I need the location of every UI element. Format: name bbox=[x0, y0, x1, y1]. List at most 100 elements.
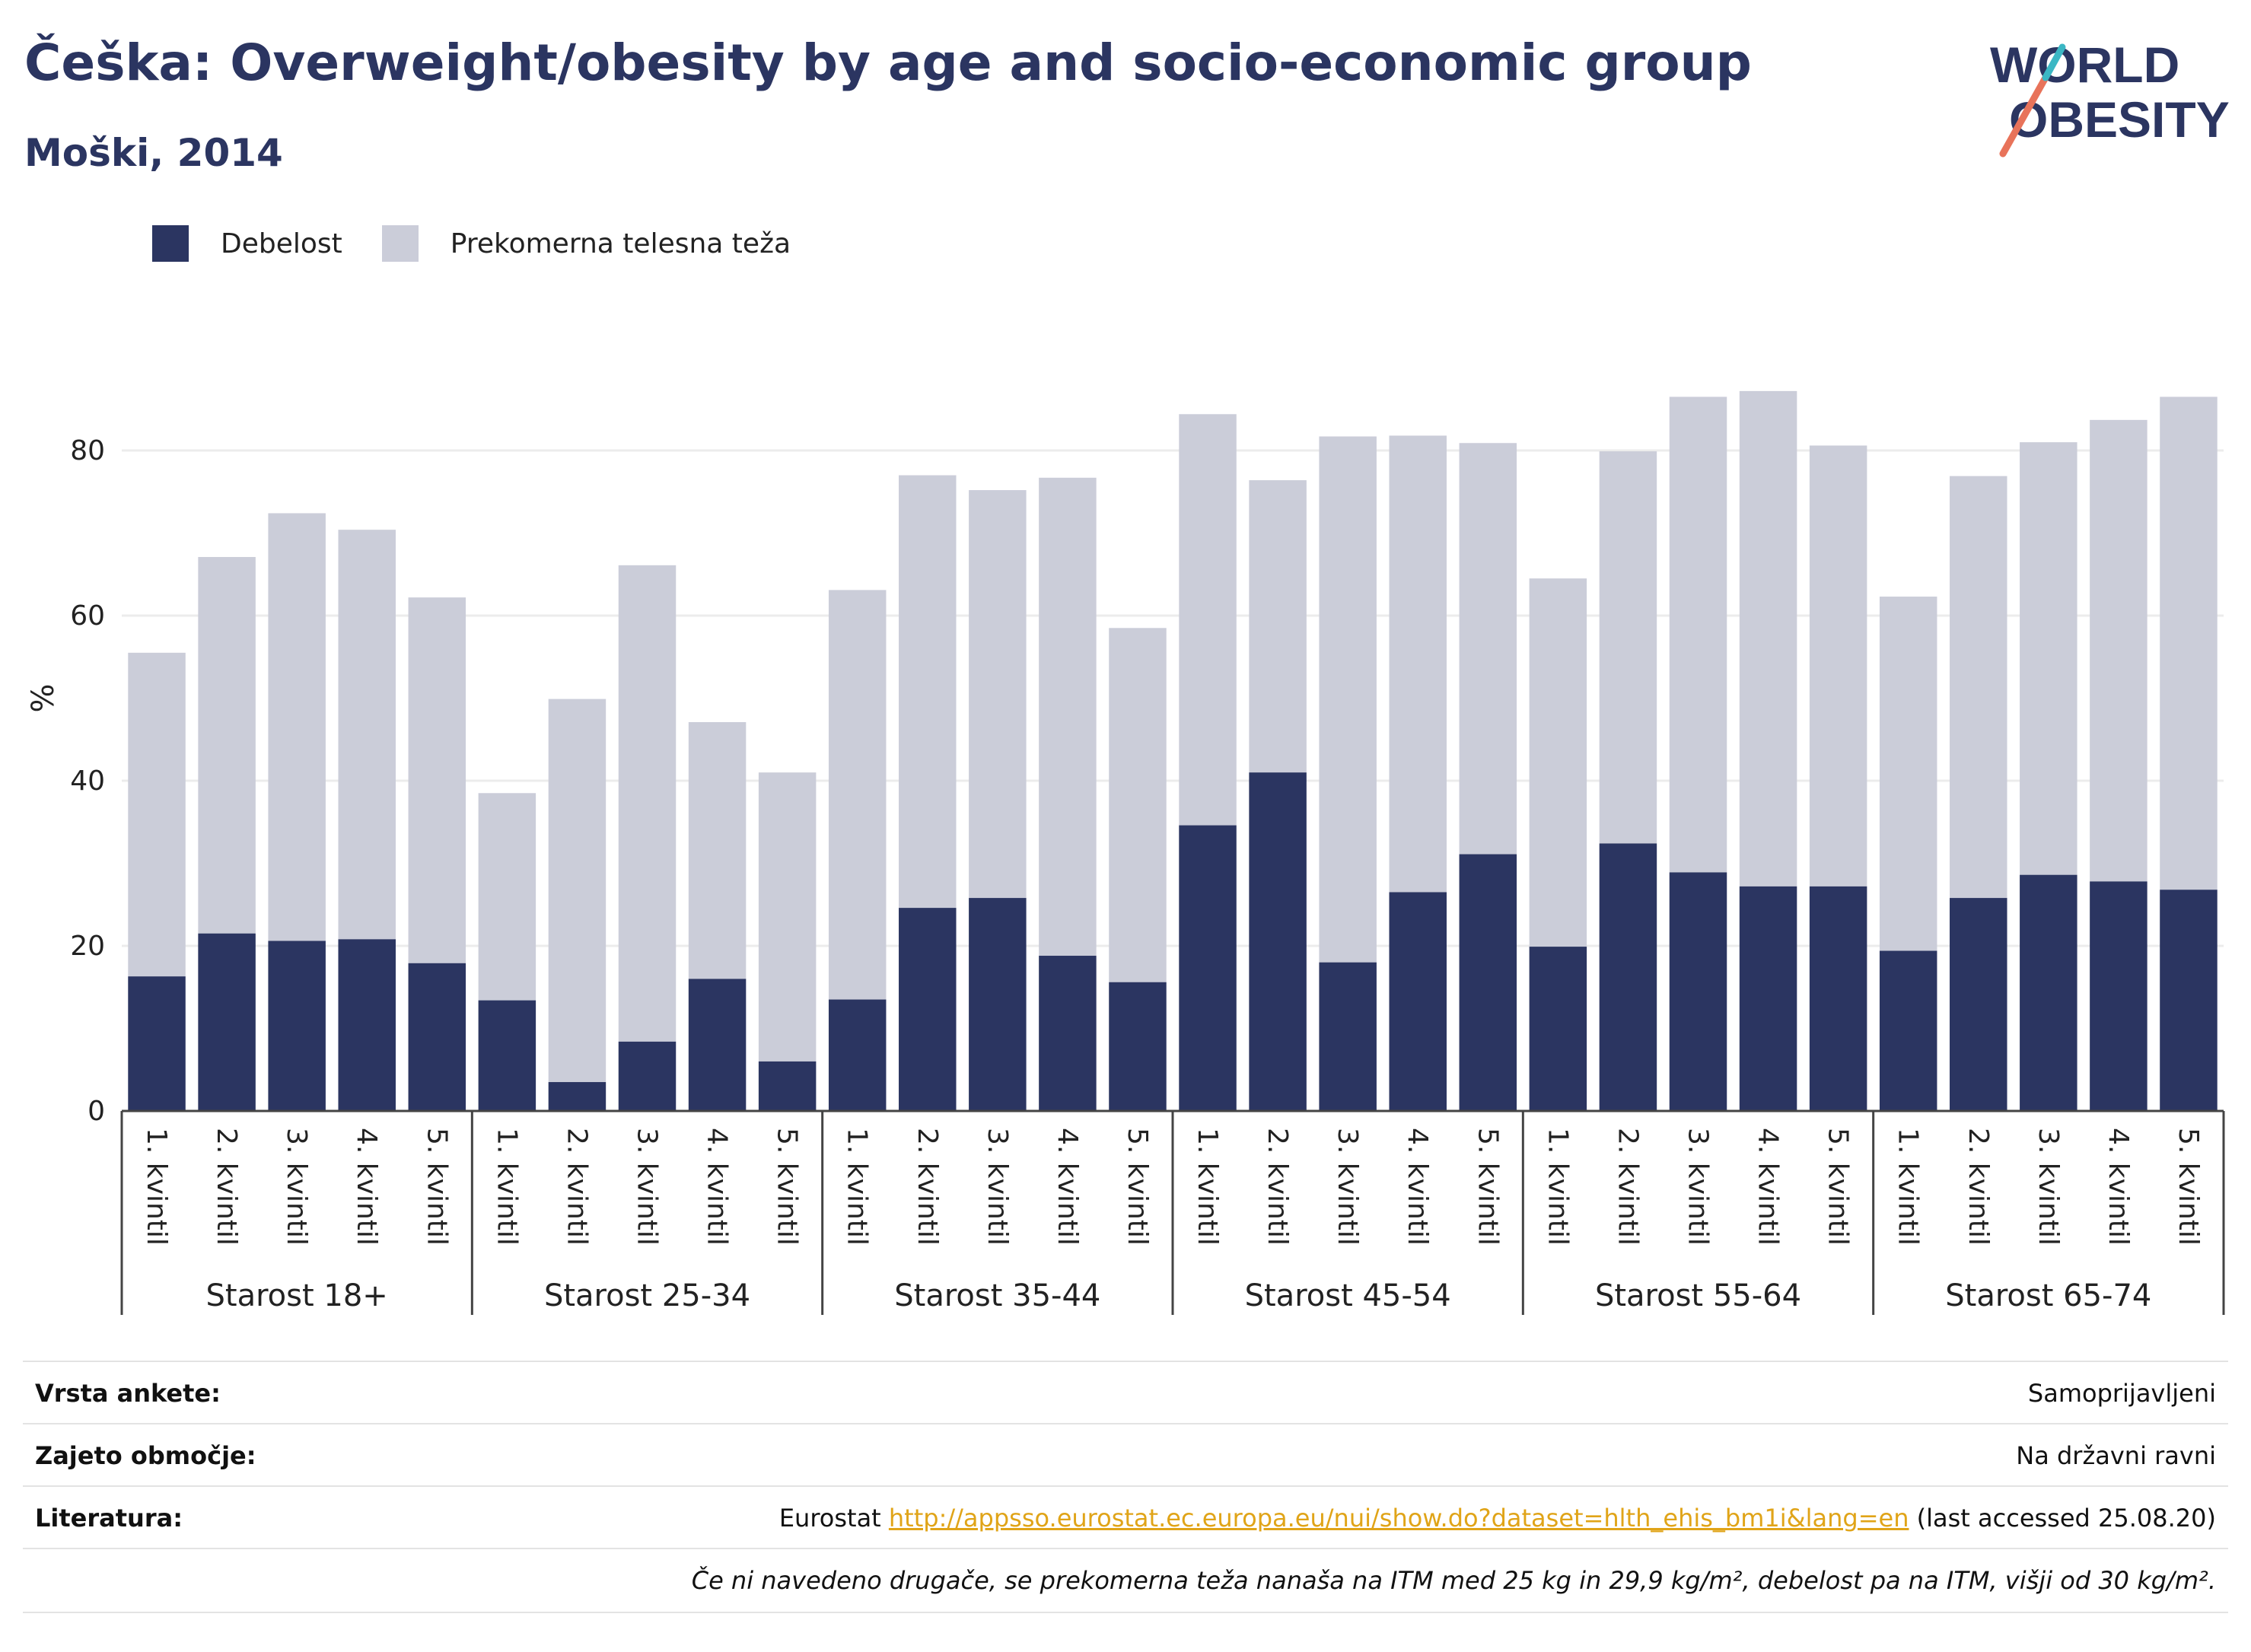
group-label: Starost 65-74 bbox=[1945, 1278, 2151, 1313]
bar-overweight bbox=[1179, 414, 1237, 826]
bar-overweight bbox=[1950, 476, 2007, 899]
bar-chart: 0 20 40 60 80% 1. kvintil 2. kvintil 3. kvintil… bbox=[26, 390, 2225, 1315]
legend-label-overweight: Prekomerna telesna teža bbox=[450, 228, 791, 259]
bar-overweight bbox=[1249, 480, 1307, 773]
bar-overweight bbox=[1809, 445, 1867, 886]
bar-overweight bbox=[2020, 442, 2077, 875]
x-tick-label: 1. kvintil bbox=[491, 1128, 522, 1246]
y-tick-label: 80 bbox=[70, 435, 105, 466]
x-tick-label: 2. kvintil bbox=[1262, 1128, 1293, 1246]
meta-row-survey: Vrsta ankete: Samoprijavljeni bbox=[23, 1361, 2228, 1424]
group-label: Starost 18+ bbox=[206, 1278, 388, 1313]
references-label: Literatura: bbox=[35, 1504, 183, 1533]
bar-overweight bbox=[548, 699, 607, 1083]
x-tick-label: 3. kvintil bbox=[2033, 1128, 2064, 1246]
meta-row-note: Če ni navedeno drugače, se prekomerna te… bbox=[23, 1548, 2228, 1613]
x-tick-label: 1. kvintil bbox=[842, 1128, 873, 1246]
bar-obesity bbox=[1319, 962, 1377, 1111]
x-tick-label: 3. kvintil bbox=[281, 1128, 312, 1246]
bar-overweight bbox=[1039, 477, 1097, 957]
bar-overweight bbox=[688, 721, 747, 979]
y-tick-label: 0 bbox=[88, 1096, 105, 1127]
y-tick-label: 20 bbox=[70, 931, 105, 962]
x-tick-label: 5. kvintil bbox=[1472, 1128, 1503, 1246]
x-tick-label: 5. kvintil bbox=[421, 1128, 452, 1246]
bar-overweight bbox=[899, 475, 957, 909]
bar-overweight bbox=[2090, 419, 2148, 882]
x-tick-label: 1. kvintil bbox=[141, 1128, 172, 1246]
bar-overweight bbox=[969, 490, 1027, 899]
x-tick-label: 4. kvintil bbox=[1402, 1128, 1433, 1246]
bar-overweight bbox=[758, 772, 817, 1062]
legend-swatch-obesity bbox=[152, 225, 189, 262]
bar-obesity bbox=[1879, 950, 1937, 1111]
bar-obesity bbox=[1459, 854, 1517, 1111]
x-tick-label: 4. kvintil bbox=[1052, 1128, 1083, 1246]
coverage-value: Na državni ravni bbox=[2016, 1441, 2216, 1470]
svg-text:OBESITY: OBESITY bbox=[2009, 91, 2230, 148]
x-tick-label: 4. kvintil bbox=[1753, 1128, 1784, 1246]
bar-overweight bbox=[1599, 451, 1657, 844]
bar-obesity bbox=[899, 908, 957, 1111]
bar-obesity bbox=[1389, 892, 1447, 1111]
group-label: Starost 25-34 bbox=[544, 1278, 750, 1313]
bar-overweight bbox=[828, 590, 887, 1000]
bar-overweight bbox=[478, 793, 536, 1001]
x-tick-label: 4. kvintil bbox=[351, 1128, 382, 1246]
bar-overweight bbox=[1669, 396, 1727, 873]
svg-text:WORLD: WORLD bbox=[1990, 37, 2179, 93]
bar-obesity bbox=[2090, 881, 2148, 1111]
references-suffix: (last accessed 25.08.20) bbox=[1916, 1504, 2216, 1533]
bar-overweight bbox=[2160, 396, 2218, 890]
references-value: Eurostat http://appsso.eurostat.ec.europ… bbox=[779, 1504, 2228, 1533]
y-axis-label: % bbox=[26, 683, 61, 712]
bar-overweight bbox=[338, 530, 396, 940]
references-prefix: Eurostat bbox=[778, 1504, 881, 1533]
y-tick-label: 60 bbox=[70, 600, 105, 632]
legend-swatch-overweight bbox=[381, 225, 419, 262]
references-link[interactable]: http://appsso.eurostat.ec.europa.eu/nui/… bbox=[888, 1504, 1909, 1533]
bar-overweight bbox=[1739, 390, 1797, 886]
bar-obesity bbox=[618, 1041, 677, 1111]
bar-obesity bbox=[828, 999, 887, 1111]
x-tick-label: 2. kvintil bbox=[211, 1128, 242, 1246]
x-tick-label: 3. kvintil bbox=[982, 1128, 1013, 1246]
bar-overweight bbox=[618, 565, 677, 1042]
group-label: Starost 35-44 bbox=[894, 1278, 1100, 1313]
x-tick-label: 4. kvintil bbox=[2103, 1128, 2134, 1246]
bar-obesity bbox=[688, 979, 747, 1111]
group-label: Starost 45-54 bbox=[1245, 1278, 1451, 1313]
bar-obesity bbox=[478, 1000, 536, 1111]
bar-overweight bbox=[128, 652, 186, 977]
bar-obesity bbox=[969, 898, 1027, 1111]
legend-item-overweight[interactable]: Prekomerna telesna teža bbox=[381, 225, 791, 262]
chart-subtitle: Moški, 2014 bbox=[24, 131, 283, 175]
bar-obesity bbox=[1599, 843, 1657, 1111]
x-tick-label: 2. kvintil bbox=[1963, 1128, 1994, 1246]
survey-label: Vrsta ankete: bbox=[35, 1379, 221, 1408]
x-tick-label: 5. kvintil bbox=[2173, 1128, 2204, 1246]
bar-obesity bbox=[548, 1082, 607, 1111]
bar-overweight bbox=[1319, 436, 1377, 963]
chart-title: Češka: Overweight/obesity by age and soc… bbox=[24, 33, 1752, 92]
legend-item-obesity[interactable]: Debelost bbox=[152, 225, 342, 262]
bar-obesity bbox=[338, 939, 396, 1111]
bar-overweight bbox=[268, 513, 326, 941]
bar-obesity bbox=[1739, 886, 1797, 1111]
bar-overweight bbox=[1879, 597, 1937, 951]
definition-note: Če ni navedeno drugače, se prekomerna te… bbox=[691, 1566, 2216, 1595]
bar-obesity bbox=[1529, 947, 1587, 1111]
bar-obesity bbox=[1669, 872, 1727, 1111]
x-tick-label: 5. kvintil bbox=[772, 1128, 803, 1246]
bar-obesity bbox=[1809, 886, 1867, 1111]
bar-obesity bbox=[1179, 825, 1237, 1111]
x-tick-label: 2. kvintil bbox=[912, 1128, 943, 1246]
meta-row-coverage: Zajeto območje: Na državni ravni bbox=[23, 1423, 2228, 1487]
world-obesity-logo: WORLD OBESITY bbox=[1990, 37, 2230, 158]
bar-obesity bbox=[198, 933, 256, 1111]
bar-overweight bbox=[1529, 578, 1587, 947]
group-label: Starost 55-64 bbox=[1595, 1278, 1801, 1313]
survey-value: Samoprijavljeni bbox=[2027, 1379, 2216, 1408]
bar-obesity bbox=[268, 941, 326, 1111]
x-tick-label: 3. kvintil bbox=[1683, 1128, 1714, 1246]
